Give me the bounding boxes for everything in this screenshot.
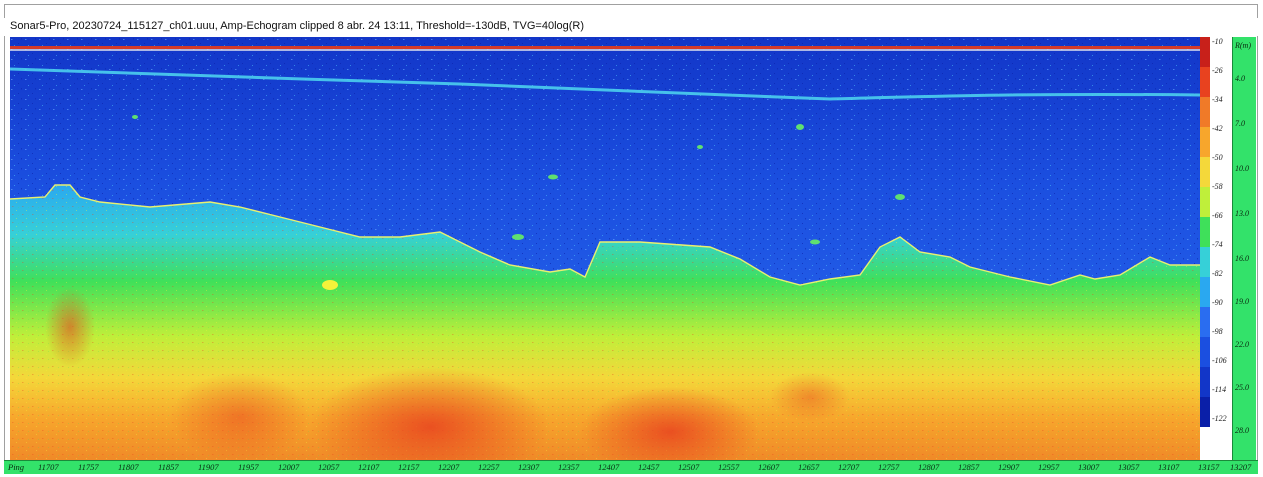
- scale-label: -50: [1212, 153, 1223, 162]
- depth-label: 28.0: [1235, 426, 1249, 435]
- depth-label: 7.0: [1235, 119, 1245, 128]
- scale-label: -90: [1212, 298, 1223, 307]
- ping-label: 12907: [998, 462, 1020, 472]
- ping-label: 13057: [1118, 462, 1140, 472]
- ping-label: 11857: [158, 462, 179, 472]
- ping-axis[interactable]: Ping 11707 11757 11807 11857 11907 11957…: [4, 460, 1258, 474]
- ping-label: 12457: [638, 462, 660, 472]
- ping-label: 13157: [1198, 462, 1220, 472]
- ping-label: 11957: [238, 462, 259, 472]
- color-scale-labels: -10 -26 -34 -42 -50 -58 -66 -74 -82 -90 …: [1210, 37, 1232, 460]
- scale-label: -42: [1212, 124, 1223, 133]
- depth-label: 13.0: [1235, 209, 1249, 218]
- echogram-plot[interactable]: [10, 37, 1200, 460]
- scale-label: -82: [1212, 269, 1223, 278]
- ping-label: 12807: [918, 462, 940, 472]
- ping-label: 12307: [518, 462, 540, 472]
- ping-label: 12057: [318, 462, 340, 472]
- ping-label: 12707: [838, 462, 860, 472]
- ping-label: 13007: [1078, 462, 1100, 472]
- ping-label: 12407: [598, 462, 620, 472]
- depth-label: 10.0: [1235, 164, 1249, 173]
- scale-label: -98: [1212, 327, 1223, 336]
- depth-axis[interactable]: R(m) 4.0 7.0 10.0 13.0 16.0 19.0 22.0 25…: [1232, 37, 1256, 460]
- scale-label: -74: [1212, 240, 1223, 249]
- ping-label: 12007: [278, 462, 300, 472]
- scale-label: -26: [1212, 66, 1223, 75]
- depth-label: 25.0: [1235, 383, 1249, 392]
- window-title: Sonar5-Pro, 20230724_115127_ch01.uuu, Am…: [10, 20, 585, 32]
- ping-axis-prefix: Ping: [8, 462, 25, 472]
- depth-axis-unit: R(m): [1235, 41, 1251, 50]
- ping-label: 12657: [798, 462, 820, 472]
- color-scale-gradient: [1200, 37, 1210, 460]
- ping-label: 12857: [958, 462, 980, 472]
- ping-label: 12507: [678, 462, 700, 472]
- echogram-image: [10, 37, 1200, 460]
- ping-label: 12157: [398, 462, 420, 472]
- ping-label: 11757: [78, 462, 99, 472]
- ping-label: 13107: [1158, 462, 1180, 472]
- scale-label: -10: [1212, 37, 1223, 46]
- ping-label: 12357: [558, 462, 580, 472]
- scale-label: -114: [1212, 385, 1227, 394]
- depth-label: 19.0: [1235, 297, 1249, 306]
- depth-label: 4.0: [1235, 74, 1245, 83]
- ping-label: 12957: [1038, 462, 1060, 472]
- ping-label: 12257: [478, 462, 500, 472]
- depth-label: 22.0: [1235, 340, 1249, 349]
- scale-label: -122: [1212, 414, 1227, 423]
- title-bar: [4, 18, 1258, 36]
- ping-label: 13207: [1230, 462, 1252, 472]
- scale-label: -66: [1212, 211, 1223, 220]
- ping-label: 12557: [718, 462, 740, 472]
- color-scale-bar: [1200, 37, 1210, 460]
- ping-label: 12207: [438, 462, 460, 472]
- ping-label: 12107: [358, 462, 380, 472]
- scale-label: -106: [1212, 356, 1227, 365]
- ping-label: 11907: [198, 462, 219, 472]
- depth-label: 16.0: [1235, 254, 1249, 263]
- ping-label: 11707: [38, 462, 59, 472]
- ping-label: 12607: [758, 462, 780, 472]
- ping-label: 11807: [118, 462, 139, 472]
- scale-label: -34: [1212, 95, 1223, 104]
- ping-label: 12757: [878, 462, 900, 472]
- scale-label: -58: [1212, 182, 1223, 191]
